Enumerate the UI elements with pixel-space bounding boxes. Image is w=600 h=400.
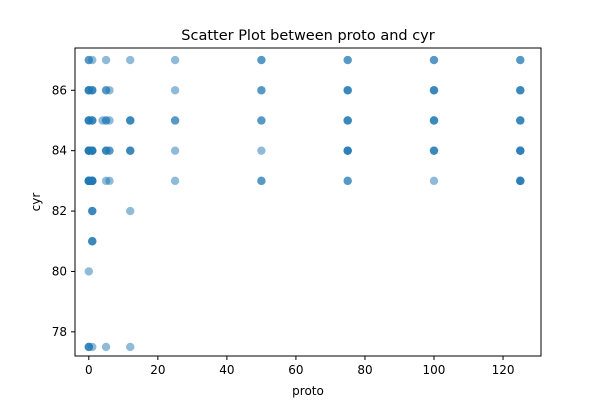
scatter-point: [105, 116, 114, 125]
scatter-point: [84, 267, 94, 276]
x-tick-label: 120: [492, 363, 515, 377]
scatter-point: [88, 55, 97, 65]
y-tick-label: 78: [52, 325, 67, 339]
x-tick-label: 60: [288, 363, 303, 377]
scatter-point: [343, 176, 352, 186]
scatter-point: [88, 86, 97, 95]
scatter-point: [429, 86, 439, 95]
scatter-point: [516, 86, 525, 95]
x-axis: 0 20 40 60 80 100 120: [85, 356, 514, 377]
scatter-point: [343, 55, 352, 65]
scatter-point: [257, 176, 266, 186]
scatter-point: [257, 116, 266, 125]
scatter-point: [343, 116, 352, 125]
scatter-point: [101, 55, 111, 65]
scatter-point: [105, 176, 114, 186]
x-tick-label: 100: [423, 363, 446, 377]
axes-frame: [74, 47, 542, 357]
scatter-point: [105, 146, 114, 155]
points-layer: [84, 55, 525, 352]
scatter-point: [170, 86, 180, 95]
scatter-point: [88, 342, 97, 352]
x-tick-label: 80: [357, 363, 372, 377]
scatter-point: [516, 176, 525, 186]
scatter-point: [170, 55, 180, 65]
scatter-point: [257, 146, 266, 155]
scatter-point: [170, 116, 180, 125]
scatter-point: [88, 176, 97, 186]
scatter-point: [105, 86, 114, 95]
y-tick-label: 80: [52, 264, 67, 278]
scatter-point: [516, 55, 525, 65]
scatter-point: [88, 206, 97, 216]
scatter-point: [126, 146, 135, 155]
scatter-point: [429, 55, 439, 65]
x-tick-label: 0: [85, 363, 93, 377]
scatter-point: [126, 116, 135, 125]
scatter-point: [170, 176, 180, 186]
x-axis-label: proto: [292, 384, 324, 398]
x-tick-label: 20: [150, 363, 165, 377]
x-tick-label: 40: [219, 363, 234, 377]
scatter-point: [429, 146, 439, 155]
y-tick-label: 84: [52, 144, 67, 158]
y-tick-label: 82: [52, 204, 67, 218]
chart-title: Scatter Plot between proto and cyr: [181, 28, 434, 44]
scatter-point: [88, 116, 97, 125]
scatter-point: [429, 116, 439, 125]
y-axis: 78 80 82 84 86: [52, 83, 75, 339]
scatter-point: [516, 116, 525, 125]
scatter-point: [343, 146, 352, 155]
scatter-point: [126, 55, 135, 65]
scatter-point: [257, 55, 266, 65]
scatter-point: [170, 146, 180, 155]
scatter-point: [126, 206, 135, 216]
y-tick-label: 86: [52, 83, 67, 97]
scatter-point: [88, 146, 97, 155]
scatter-point: [126, 342, 135, 352]
scatter-point: [343, 86, 352, 95]
scatter-point: [88, 237, 97, 246]
scatter-point: [516, 146, 525, 155]
scatter-point: [257, 86, 266, 95]
y-axis-label: cyr: [29, 193, 43, 212]
scatter-point: [429, 176, 439, 186]
scatter-point: [101, 342, 111, 352]
